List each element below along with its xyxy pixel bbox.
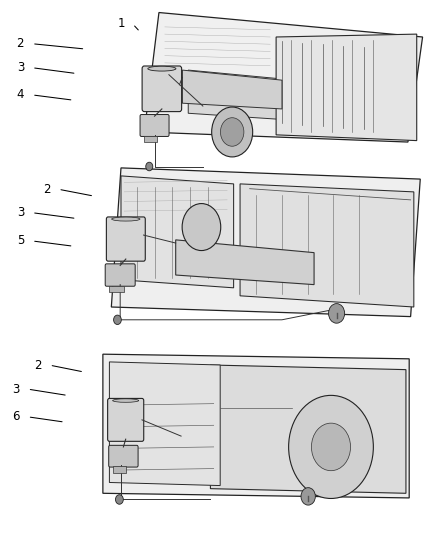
Circle shape xyxy=(116,495,124,504)
Text: 5: 5 xyxy=(17,235,24,247)
Text: 3: 3 xyxy=(17,206,24,219)
Ellipse shape xyxy=(113,399,139,402)
Circle shape xyxy=(146,162,153,171)
Polygon shape xyxy=(176,240,314,285)
FancyBboxPatch shape xyxy=(108,399,144,441)
Circle shape xyxy=(182,204,221,251)
Ellipse shape xyxy=(148,66,176,71)
Bar xyxy=(109,286,124,292)
Polygon shape xyxy=(182,70,282,109)
Polygon shape xyxy=(276,34,417,141)
Polygon shape xyxy=(210,365,406,494)
FancyBboxPatch shape xyxy=(142,66,182,111)
Circle shape xyxy=(301,488,315,505)
Text: 1: 1 xyxy=(117,18,125,30)
Text: 2: 2 xyxy=(43,183,50,196)
FancyBboxPatch shape xyxy=(109,446,138,467)
FancyBboxPatch shape xyxy=(106,217,145,261)
Ellipse shape xyxy=(112,217,140,221)
Circle shape xyxy=(289,395,373,498)
Polygon shape xyxy=(110,362,220,486)
Text: 2: 2 xyxy=(17,37,24,50)
Text: 2: 2 xyxy=(34,359,42,372)
Polygon shape xyxy=(144,13,423,142)
Polygon shape xyxy=(111,168,420,317)
FancyBboxPatch shape xyxy=(105,264,135,286)
Polygon shape xyxy=(103,354,409,498)
Text: 3: 3 xyxy=(17,61,24,74)
Circle shape xyxy=(220,118,244,146)
Polygon shape xyxy=(240,184,414,307)
Text: 6: 6 xyxy=(12,410,20,423)
Circle shape xyxy=(113,315,121,325)
Polygon shape xyxy=(121,176,233,288)
Circle shape xyxy=(212,107,253,157)
FancyBboxPatch shape xyxy=(140,115,169,136)
Text: 3: 3 xyxy=(12,383,20,395)
Circle shape xyxy=(311,423,350,471)
Bar xyxy=(113,466,126,473)
Text: 4: 4 xyxy=(17,88,24,101)
Circle shape xyxy=(328,304,345,323)
Polygon shape xyxy=(188,70,341,123)
Bar xyxy=(144,136,157,142)
